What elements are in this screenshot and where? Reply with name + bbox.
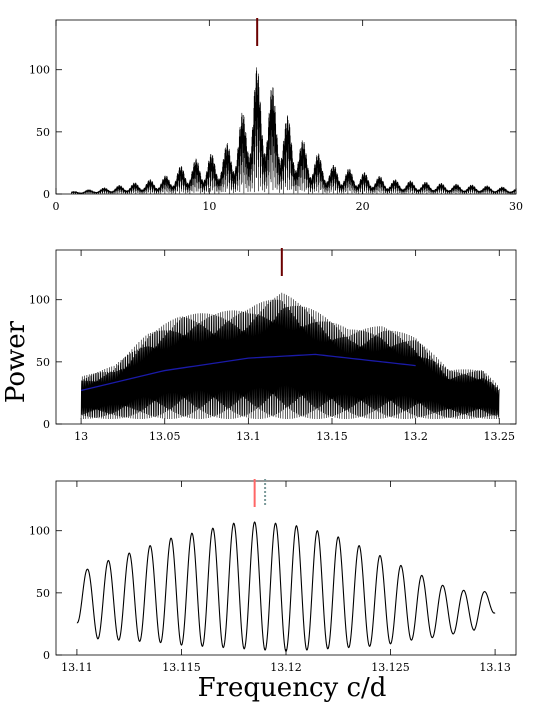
x-tick-label: 13.2 [403,430,428,443]
x-axis-title: Frequency c/d [198,673,387,703]
x-tick-label: 13.25 [484,430,516,443]
x-tick-label: 30 [509,200,523,213]
x-tick-label: 13.15 [316,430,348,443]
x-tick-label: 13.12 [270,661,302,674]
y-axis-title: Power [1,320,31,403]
x-tick-label: 13.115 [162,661,201,674]
plot-frame [55,19,517,195]
x-tick-label: 13.05 [149,430,181,443]
power-series [76,521,496,653]
power-series [80,292,500,420]
panel-bottom: 13.11 13.115 13.12 13.125 13.13 0 50 100 [29,479,517,674]
plot-frame [55,480,517,656]
y-tick-label: 0 [43,188,50,201]
y-tick-label: 100 [29,525,50,538]
trend-curve [80,353,416,392]
y-tick-label: 0 [43,418,50,431]
x-tick-label: 13.13 [479,661,511,674]
y-tick-label: 50 [36,356,50,369]
x-tick-label: 13.1 [236,430,261,443]
x-tick-label: 13 [74,430,88,443]
y-tick-label: 0 [43,649,50,662]
y-tick-label: 50 [36,126,50,139]
y-tick-label: 50 [36,587,50,600]
x-tick-label: 10 [202,200,216,213]
x-tick-label: 0 [53,200,60,213]
x-tick-label: 20 [356,200,370,213]
plot-frame [55,249,517,425]
panel-middle: 13 13.05 13.1 13.15 13.2 13.25 0 50 100 [29,248,517,443]
power-series [71,67,517,195]
x-tick-label: 13.11 [61,661,93,674]
y-tick-label: 100 [29,294,50,307]
panel-top: 0 10 20 30 0 50 100 [29,18,523,213]
y-tick-label: 100 [29,64,50,77]
x-tick-label: 13.125 [371,661,410,674]
